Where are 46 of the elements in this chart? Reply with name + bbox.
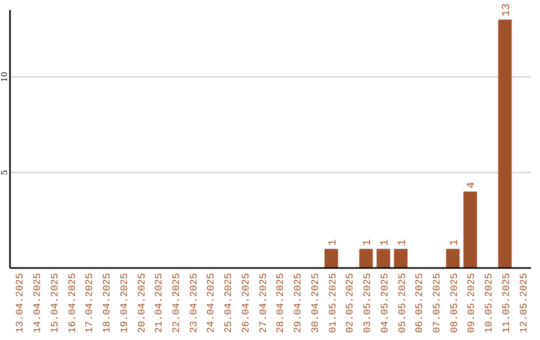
- bar: [359, 248, 373, 268]
- x-tick-label: 30.04.2025: [310, 273, 322, 334]
- bar: [498, 20, 512, 268]
- data-label: 1: [396, 238, 409, 246]
- x-tick-label: 23.04.2025: [189, 273, 200, 334]
- x-tick-label: 22.04.2025: [172, 273, 183, 334]
- x-tick-label: 11.05.2025: [502, 273, 513, 334]
- x-tick-label: 27.04.2025: [258, 273, 270, 334]
- x-tick-label: 20.04.2025: [137, 273, 148, 334]
- data-label: 1: [379, 238, 392, 246]
- x-tick-label: 16.04.2025: [68, 273, 79, 334]
- y-tick-label: 10: [0, 72, 9, 82]
- x-tick-label: 14.04.2025: [33, 273, 44, 334]
- bar: [463, 192, 477, 268]
- bar: [376, 248, 390, 268]
- x-tick-label: 29.04.2025: [294, 273, 305, 334]
- bar: [324, 248, 338, 268]
- x-tick-label: 15.04.2025: [50, 273, 62, 334]
- y-tick-label: 5: [0, 170, 9, 175]
- data-label: 1: [448, 238, 461, 246]
- x-tick-label: 28.04.2025: [276, 273, 288, 334]
- x-tick-label: 13.04.2025: [16, 273, 27, 334]
- x-tick-label: 07.05.2025: [432, 273, 444, 334]
- x-tick-label: 24.04.2025: [206, 273, 218, 334]
- data-label: 1: [327, 238, 340, 246]
- data-label: 4: [466, 182, 478, 189]
- bar: [446, 248, 460, 268]
- x-tick-label: 12.05.2025: [519, 273, 530, 334]
- x-tick-label: 01.05.2025: [328, 273, 340, 334]
- x-tick-label: 04.05.2025: [380, 273, 392, 334]
- x-tick-label: 25.04.2025: [224, 273, 236, 334]
- x-tick-label: 19.04.2025: [120, 273, 131, 334]
- x-tick-label: 21.04.2025: [154, 273, 166, 334]
- x-tick-label: 18.04.2025: [102, 273, 114, 334]
- x-tick-label: 17.04.2025: [85, 273, 96, 334]
- x-tick-label: 06.05.2025: [415, 273, 426, 334]
- x-tick-label: 10.05.2025: [484, 273, 496, 334]
- x-tick-label: 02.05.2025: [346, 273, 357, 334]
- x-tick-label: 03.05.2025: [363, 273, 374, 334]
- x-tick-label: 26.04.2025: [241, 273, 252, 334]
- data-label: 1: [362, 238, 374, 246]
- bar: [394, 248, 408, 268]
- x-tick-label: 08.05.2025: [450, 273, 461, 334]
- x-tick-label: 05.05.2025: [398, 273, 409, 334]
- x-tick-label: 09.05.2025: [467, 273, 478, 334]
- data-label: 13: [500, 3, 513, 17]
